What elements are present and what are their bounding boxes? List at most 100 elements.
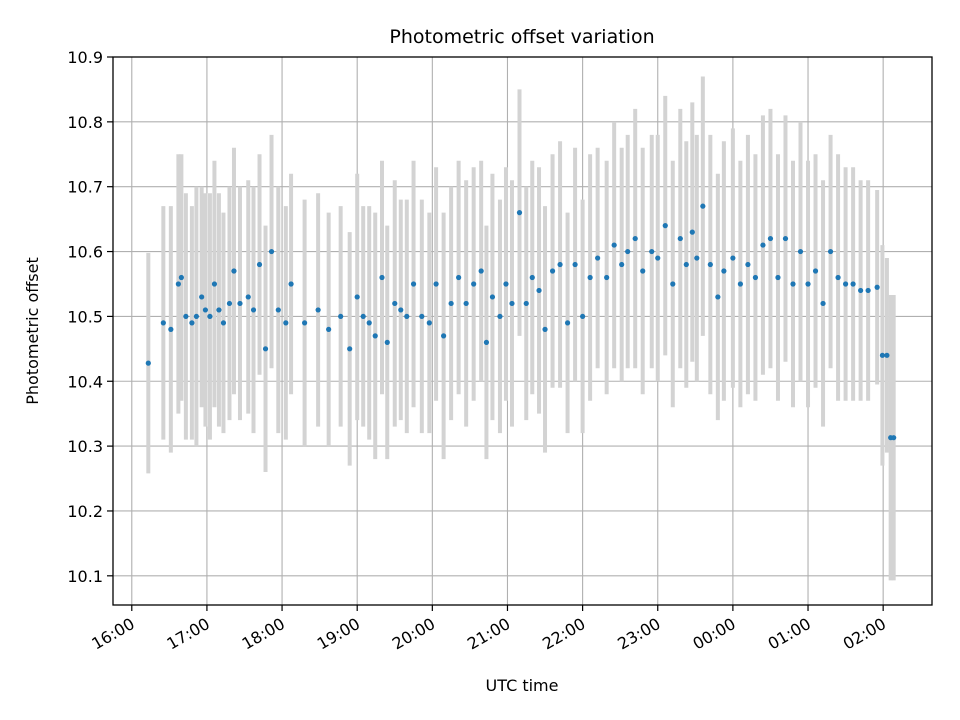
data-point: [775, 274, 781, 281]
data-point: [790, 281, 796, 287]
data-point: [288, 281, 294, 287]
data-point: [202, 307, 209, 313]
y-tick-label: 10.3: [67, 437, 103, 456]
data-point: [326, 326, 332, 332]
data-point: [595, 255, 601, 261]
data-point: [360, 313, 366, 320]
data-point: [587, 274, 593, 281]
data-point: [683, 261, 689, 268]
data-point: [168, 326, 174, 332]
data-point: [632, 235, 638, 242]
data-point: [549, 268, 556, 274]
y-tick-label: 10.1: [67, 567, 103, 586]
data-point: [220, 320, 227, 326]
data-point: [529, 274, 535, 281]
data-point: [398, 307, 404, 313]
data-point: [338, 313, 344, 320]
data-point: [283, 320, 289, 326]
data-point: [865, 287, 871, 294]
plot-frame: [112, 56, 933, 606]
data-point: [426, 320, 432, 326]
data-point: [471, 281, 477, 287]
data-point: [879, 352, 886, 358]
data-point: [874, 284, 880, 290]
data-point: [730, 255, 736, 261]
data-point: [463, 300, 469, 307]
data-point: [199, 294, 205, 300]
chart-title: Photometric offset variation: [389, 26, 654, 48]
data-point: [145, 360, 151, 366]
data-point: [226, 300, 233, 307]
data-point: [275, 307, 281, 313]
data-point: [268, 248, 275, 255]
data-point: [175, 281, 181, 287]
data-point: [503, 281, 509, 287]
data-point: [619, 261, 625, 268]
data-point: [256, 261, 263, 268]
data-point: [483, 339, 490, 345]
data-point: [404, 313, 410, 320]
data-point: [354, 294, 360, 300]
data-point: [670, 281, 676, 287]
data-point: [262, 346, 269, 352]
y-axis-ticks: 10.1 10.2 10.3 10.4 10.5 10.6 10.7 10.8 10.9: [67, 48, 113, 586]
data-point: [216, 307, 222, 313]
data-point: [456, 274, 462, 281]
y-axis-title: Photometric offset: [23, 257, 42, 405]
data-point: [250, 307, 257, 313]
data-point: [419, 313, 425, 320]
data-point: [694, 255, 700, 261]
data-point: [207, 313, 213, 320]
data-point: [820, 300, 826, 307]
data-point: [655, 255, 661, 261]
data-point: [410, 281, 417, 287]
y-tick-label: 10.7: [67, 178, 103, 197]
data-point: [315, 307, 321, 313]
y-tick-label: 10.4: [67, 372, 103, 391]
data-points: [145, 203, 897, 441]
data-point: [649, 248, 655, 255]
data-point: [237, 300, 243, 307]
data-point: [557, 261, 563, 268]
data-point: [782, 235, 789, 242]
data-point: [489, 294, 496, 300]
data-point: [625, 248, 631, 255]
data-point: [850, 281, 856, 287]
data-point: [245, 294, 251, 300]
data-point: [183, 313, 189, 320]
y-tick-label: 10.6: [67, 243, 103, 262]
data-point: [604, 274, 610, 281]
y-tick-label: 10.8: [67, 113, 103, 132]
y-tick-label: 10.9: [67, 48, 103, 67]
data-point: [211, 281, 218, 287]
data-point: [805, 281, 811, 287]
data-point: [572, 261, 578, 268]
data-point: [640, 268, 646, 274]
data-point: [707, 261, 713, 268]
data-point: [752, 274, 759, 281]
data-point: [677, 235, 683, 242]
data-point: [858, 287, 864, 294]
data-point: [580, 313, 586, 320]
data-point: [302, 320, 308, 326]
data-point: [721, 268, 727, 274]
data-point: [542, 326, 548, 332]
data-point: [448, 300, 454, 307]
data-point: [366, 320, 372, 326]
data-point: [884, 352, 890, 358]
data-point: [379, 274, 385, 281]
data-point: [497, 313, 503, 320]
data-point: [797, 248, 804, 255]
x-axis-title: UTC time: [486, 676, 559, 695]
data-point: [564, 320, 571, 326]
data-point: [441, 333, 447, 339]
data-point: [689, 229, 695, 235]
data-point: [193, 313, 200, 320]
data-point: [536, 287, 542, 294]
data-point: [433, 281, 439, 287]
y-tick-label: 10.5: [67, 307, 103, 326]
data-point: [516, 210, 523, 216]
data-point: [372, 333, 378, 339]
data-point: [827, 248, 834, 255]
